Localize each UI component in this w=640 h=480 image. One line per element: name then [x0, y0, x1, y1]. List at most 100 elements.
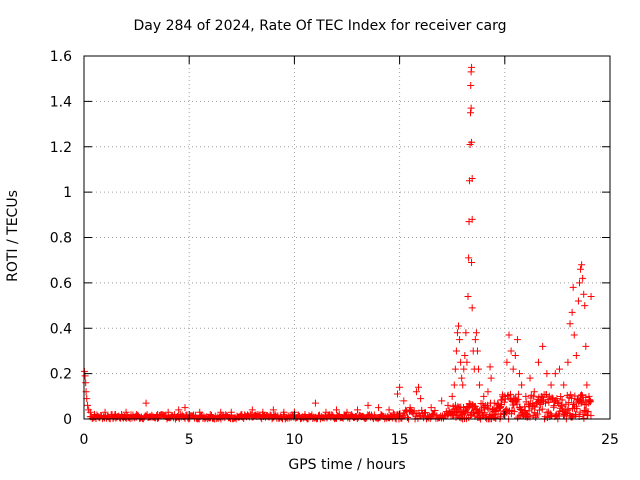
- data-point: [280, 408, 288, 416]
- data-point: [476, 381, 484, 389]
- data-point: [457, 403, 465, 411]
- data-point: [575, 279, 583, 287]
- data-point: [468, 63, 476, 71]
- data-point: [511, 351, 519, 359]
- data-point: [354, 406, 362, 414]
- data-point: [515, 390, 523, 398]
- data-point: [142, 399, 150, 407]
- data-point: [503, 358, 511, 366]
- data-point: [505, 331, 513, 339]
- data-point: [463, 358, 471, 366]
- data-point: [534, 358, 542, 366]
- data-point: [206, 410, 214, 418]
- data-point: [421, 409, 429, 417]
- data-point: [573, 405, 581, 413]
- data-point: [393, 390, 401, 398]
- data-point: [581, 302, 589, 310]
- data-point: [568, 308, 576, 316]
- axis-ticks: 0 5 10 15 20 25 0 0.2 0.4 0.6 0.8 1 1.2 1.4 1.6: [50, 49, 619, 448]
- data-point: [487, 374, 495, 382]
- data-point: [542, 399, 550, 407]
- data-point: [530, 392, 538, 400]
- data-point: [451, 365, 459, 373]
- data-point: [468, 258, 476, 266]
- data-point: [550, 402, 558, 410]
- data-point: [82, 379, 90, 387]
- data-point: [490, 399, 498, 407]
- data-point: [400, 397, 408, 405]
- data-point: [484, 405, 492, 413]
- data-point: [468, 138, 476, 146]
- data-point: [444, 401, 452, 409]
- data-point: [406, 404, 414, 412]
- data-point: [521, 403, 529, 411]
- data-point: [569, 283, 577, 291]
- data-point: [531, 403, 539, 411]
- data-point: [486, 363, 494, 371]
- x-axis-label: GPS time / hours: [288, 457, 406, 473]
- data-point: [547, 381, 555, 389]
- data-point: [133, 410, 141, 418]
- data-point: [86, 408, 94, 416]
- data-point: [564, 358, 572, 366]
- data-point: [467, 109, 475, 117]
- data-point: [587, 412, 595, 420]
- data-point: [518, 381, 526, 389]
- data-point: [84, 401, 92, 409]
- data-point: [462, 329, 470, 337]
- data-point: [457, 414, 465, 422]
- data-point: [475, 365, 482, 373]
- data-point: [181, 404, 189, 412]
- data-point: [456, 336, 464, 344]
- data-point: [459, 381, 467, 389]
- data-point: [579, 274, 587, 282]
- data-point: [531, 409, 539, 417]
- data-point: [484, 388, 492, 396]
- data-point: [431, 406, 439, 414]
- data-points: [80, 63, 595, 423]
- x-tick-label: 0: [80, 432, 89, 448]
- data-point: [507, 347, 515, 355]
- data-point: [448, 392, 456, 400]
- data-point: [480, 392, 488, 400]
- data-point: [482, 414, 490, 422]
- data-point: [301, 410, 309, 418]
- data-point: [464, 292, 472, 300]
- data-point: [577, 391, 585, 399]
- data-point: [175, 406, 183, 414]
- data-point: [530, 388, 538, 396]
- data-point: [385, 406, 393, 414]
- grid: [84, 56, 610, 419]
- data-point: [375, 404, 383, 412]
- data-point: [509, 365, 517, 373]
- data-point: [322, 408, 330, 416]
- data-point: [455, 322, 463, 330]
- data-point: [500, 398, 508, 406]
- data-point: [581, 407, 589, 415]
- y-tick-label: 0.4: [50, 321, 72, 337]
- data-point: [472, 329, 480, 337]
- y-tick-label: 1.2: [50, 140, 72, 156]
- data-point: [532, 412, 540, 420]
- data-point: [311, 399, 319, 407]
- data-point: [563, 391, 571, 399]
- data-point: [248, 406, 256, 414]
- data-point: [558, 402, 566, 410]
- data-point: [227, 408, 235, 416]
- data-point: [154, 410, 162, 418]
- data-point: [122, 408, 130, 416]
- chart-title: Day 284 of 2024, Rate Of TEC Index for r…: [133, 18, 507, 34]
- x-tick-label: 10: [285, 432, 303, 448]
- data-point: [558, 396, 566, 404]
- data-point: [461, 351, 469, 359]
- data-point: [481, 409, 489, 417]
- data-point: [438, 397, 446, 405]
- data-point: [417, 395, 425, 403]
- data-point: [582, 342, 590, 350]
- data-point: [577, 265, 585, 273]
- data-point: [467, 104, 475, 112]
- data-point: [430, 410, 438, 418]
- data-point: [101, 408, 109, 416]
- data-point: [473, 347, 481, 355]
